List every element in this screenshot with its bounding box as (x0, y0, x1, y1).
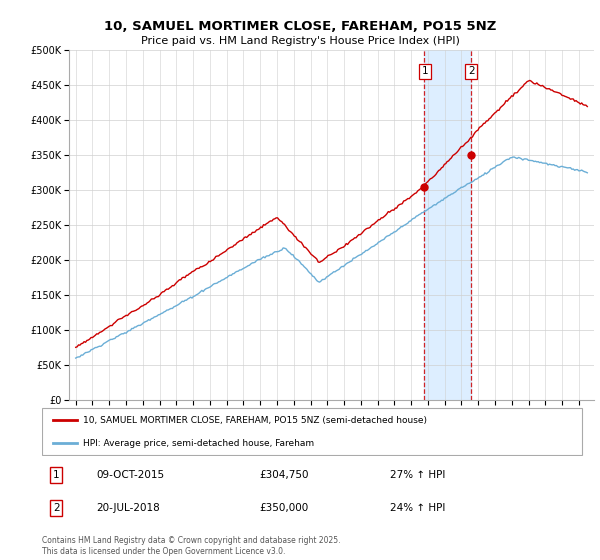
Text: 1: 1 (422, 67, 428, 76)
Bar (424, 50, 470, 400)
Text: 09-OCT-2015: 09-OCT-2015 (97, 470, 164, 479)
Text: 10, SAMUEL MORTIMER CLOSE, FAREHAM, PO15 5NZ (semi-detached house): 10, SAMUEL MORTIMER CLOSE, FAREHAM, PO15… (83, 416, 427, 425)
Text: 2: 2 (53, 503, 59, 513)
Text: 1: 1 (53, 470, 59, 479)
Text: £304,750: £304,750 (259, 470, 309, 479)
Text: 27% ↑ HPI: 27% ↑ HPI (389, 470, 445, 479)
Text: 20-JUL-2018: 20-JUL-2018 (97, 503, 160, 513)
Text: Contains HM Land Registry data © Crown copyright and database right 2025.
This d: Contains HM Land Registry data © Crown c… (42, 536, 341, 556)
Text: £350,000: £350,000 (259, 503, 308, 513)
Text: HPI: Average price, semi-detached house, Fareham: HPI: Average price, semi-detached house,… (83, 438, 314, 447)
Text: Price paid vs. HM Land Registry's House Price Index (HPI): Price paid vs. HM Land Registry's House … (140, 36, 460, 46)
Text: 2: 2 (468, 67, 475, 76)
Text: 10, SAMUEL MORTIMER CLOSE, FAREHAM, PO15 5NZ: 10, SAMUEL MORTIMER CLOSE, FAREHAM, PO15… (104, 20, 496, 32)
Text: 24% ↑ HPI: 24% ↑ HPI (389, 503, 445, 513)
FancyBboxPatch shape (42, 408, 582, 455)
